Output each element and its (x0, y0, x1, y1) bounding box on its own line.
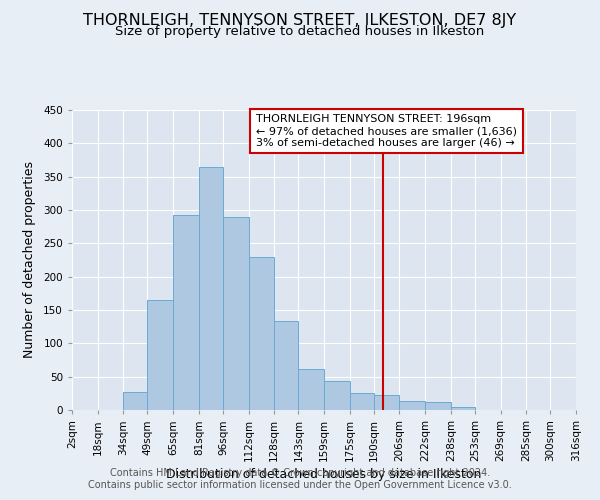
Text: Size of property relative to detached houses in Ilkeston: Size of property relative to detached ho… (115, 25, 485, 38)
Bar (173, 216, 199, 410)
Bar (274, 320, 298, 410)
Bar (223, 218, 248, 410)
Bar (124, 392, 148, 410)
Bar (248, 258, 274, 410)
Text: Contains HM Land Registry data © Crown copyright and database right 2024.: Contains HM Land Registry data © Crown c… (110, 468, 490, 477)
X-axis label: Distribution of detached houses by size in Ilkeston: Distribution of detached houses by size … (166, 468, 482, 481)
Bar (199, 166, 223, 410)
Bar (400, 400, 425, 410)
Text: THORNLEIGH, TENNYSON STREET, ILKESTON, DE7 8JY: THORNLEIGH, TENNYSON STREET, ILKESTON, D… (83, 12, 517, 28)
Text: THORNLEIGH TENNYSON STREET: 196sqm
← 97% of detached houses are smaller (1,636)
: THORNLEIGH TENNYSON STREET: 196sqm ← 97%… (256, 114, 517, 148)
Bar (451, 406, 475, 410)
Bar (425, 402, 451, 410)
Y-axis label: Number of detached properties: Number of detached properties (23, 162, 36, 358)
Bar (324, 382, 350, 410)
Bar (350, 394, 374, 410)
Bar (148, 300, 173, 410)
Bar (374, 396, 400, 410)
Text: Contains public sector information licensed under the Open Government Licence v3: Contains public sector information licen… (88, 480, 512, 490)
Bar (298, 370, 324, 410)
